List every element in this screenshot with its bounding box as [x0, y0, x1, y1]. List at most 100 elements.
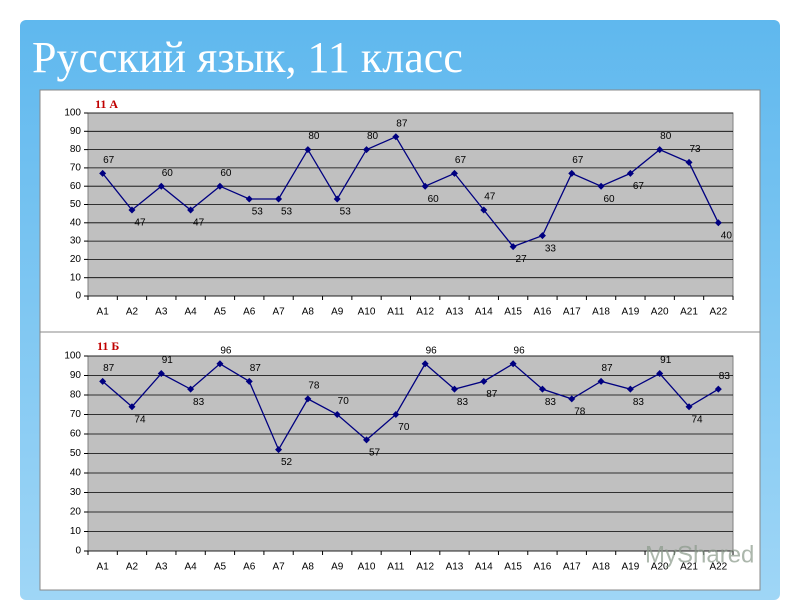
- data-point: [597, 377, 605, 385]
- x-tick-label: A8: [302, 562, 315, 573]
- data-label: 52: [281, 457, 293, 468]
- x-tick-label: A13: [446, 562, 464, 573]
- x-tick-label: A16: [534, 307, 552, 318]
- data-point: [245, 377, 253, 385]
- data-point: [187, 385, 195, 393]
- x-tick-label: A2: [126, 307, 139, 318]
- data-label: 87: [103, 363, 115, 374]
- x-tick-label: A6: [243, 307, 256, 318]
- data-point: [538, 232, 546, 240]
- data-point: [714, 219, 722, 227]
- data-label: 57: [369, 447, 381, 458]
- data-point: [538, 385, 546, 393]
- data-point: [714, 385, 722, 393]
- data-label: 47: [193, 218, 205, 229]
- data-label: 73: [689, 144, 701, 155]
- data-point: [421, 182, 429, 190]
- data-point: [245, 195, 253, 203]
- data-label: 67: [455, 155, 467, 166]
- data-label: 67: [633, 181, 645, 192]
- data-point: [275, 446, 283, 454]
- x-tick-label: A11: [387, 562, 404, 573]
- data-label: 80: [367, 131, 379, 142]
- y-tick-label: 90: [70, 370, 82, 381]
- x-tick-label: A11: [387, 307, 404, 318]
- data-point: [216, 182, 224, 190]
- data-label: 83: [545, 397, 557, 408]
- x-tick-label: A16: [534, 562, 552, 573]
- data-point: [480, 206, 488, 214]
- y-tick-label: 50: [70, 199, 82, 210]
- data-point: [363, 146, 371, 154]
- x-tick-label: A10: [358, 307, 376, 318]
- data-point: [685, 158, 693, 166]
- data-point: [656, 370, 664, 378]
- data-label: 53: [281, 207, 293, 218]
- data-point: [275, 195, 283, 203]
- y-tick-label: 40: [70, 468, 82, 479]
- x-tick-label: A18: [592, 307, 610, 318]
- x-tick-label: A22: [709, 562, 727, 573]
- y-tick-label: 20: [70, 254, 82, 265]
- data-label: 40: [721, 230, 733, 241]
- x-tick-label: A7: [272, 307, 285, 318]
- watermark: MyShared: [645, 541, 754, 568]
- y-tick-label: 0: [75, 291, 81, 302]
- x-tick-label: A15: [504, 562, 522, 573]
- x-tick-label: A12: [416, 307, 434, 318]
- y-tick-label: 80: [70, 390, 82, 401]
- data-point: [568, 169, 576, 177]
- data-point: [99, 377, 107, 385]
- data-label: 87: [602, 363, 614, 374]
- x-tick-label: A14: [475, 562, 493, 573]
- x-tick-label: A15: [504, 307, 522, 318]
- data-label: 87: [486, 389, 498, 400]
- data-point: [99, 169, 107, 177]
- data-point: [509, 360, 517, 368]
- data-label: 67: [572, 155, 584, 166]
- x-tick-label: A14: [475, 307, 493, 318]
- data-label: 83: [719, 371, 731, 382]
- x-tick-label: A9: [331, 562, 344, 573]
- x-tick-label: A19: [621, 562, 639, 573]
- chart-title: 11 А: [95, 97, 118, 111]
- x-tick-label: A1: [97, 562, 110, 573]
- x-tick-label: A6: [243, 562, 256, 573]
- y-tick-label: 60: [70, 181, 82, 192]
- data-point: [333, 195, 341, 203]
- data-label: 74: [134, 414, 146, 425]
- data-label: 60: [220, 168, 232, 179]
- y-tick-label: 70: [70, 163, 82, 174]
- x-tick-label: A2: [126, 562, 139, 573]
- y-tick-label: 50: [70, 448, 82, 459]
- slide-title: Русский язык, 11 класс: [32, 33, 463, 82]
- data-point: [656, 146, 664, 154]
- data-point: [626, 385, 634, 393]
- data-label: 96: [220, 345, 232, 356]
- data-line: [102, 362, 719, 452]
- data-point: [450, 385, 458, 393]
- x-tick-label: A21: [680, 307, 698, 318]
- x-tick-label: A8: [302, 307, 315, 318]
- data-label: 47: [484, 192, 496, 203]
- y-tick-label: 70: [70, 409, 82, 420]
- x-tick-label: A5: [214, 307, 227, 318]
- data-label: 53: [340, 207, 352, 218]
- x-tick-label: A5: [214, 562, 227, 573]
- x-tick-label: A12: [416, 562, 434, 573]
- data-label: 87: [396, 118, 408, 129]
- chart-title: 11 Б: [97, 339, 119, 353]
- x-tick-label: A17: [563, 307, 581, 318]
- data-label: 27: [516, 254, 528, 265]
- y-tick-label: 60: [70, 429, 82, 440]
- data-label: 47: [134, 218, 146, 229]
- x-tick-label: A1: [97, 307, 110, 318]
- x-tick-label: A9: [331, 307, 344, 318]
- data-point: [157, 370, 165, 378]
- y-tick-label: 0: [75, 546, 81, 557]
- data-point: [685, 403, 693, 411]
- data-point: [392, 411, 400, 418]
- x-tick-label: A3: [155, 562, 168, 573]
- data-label: 78: [574, 407, 586, 418]
